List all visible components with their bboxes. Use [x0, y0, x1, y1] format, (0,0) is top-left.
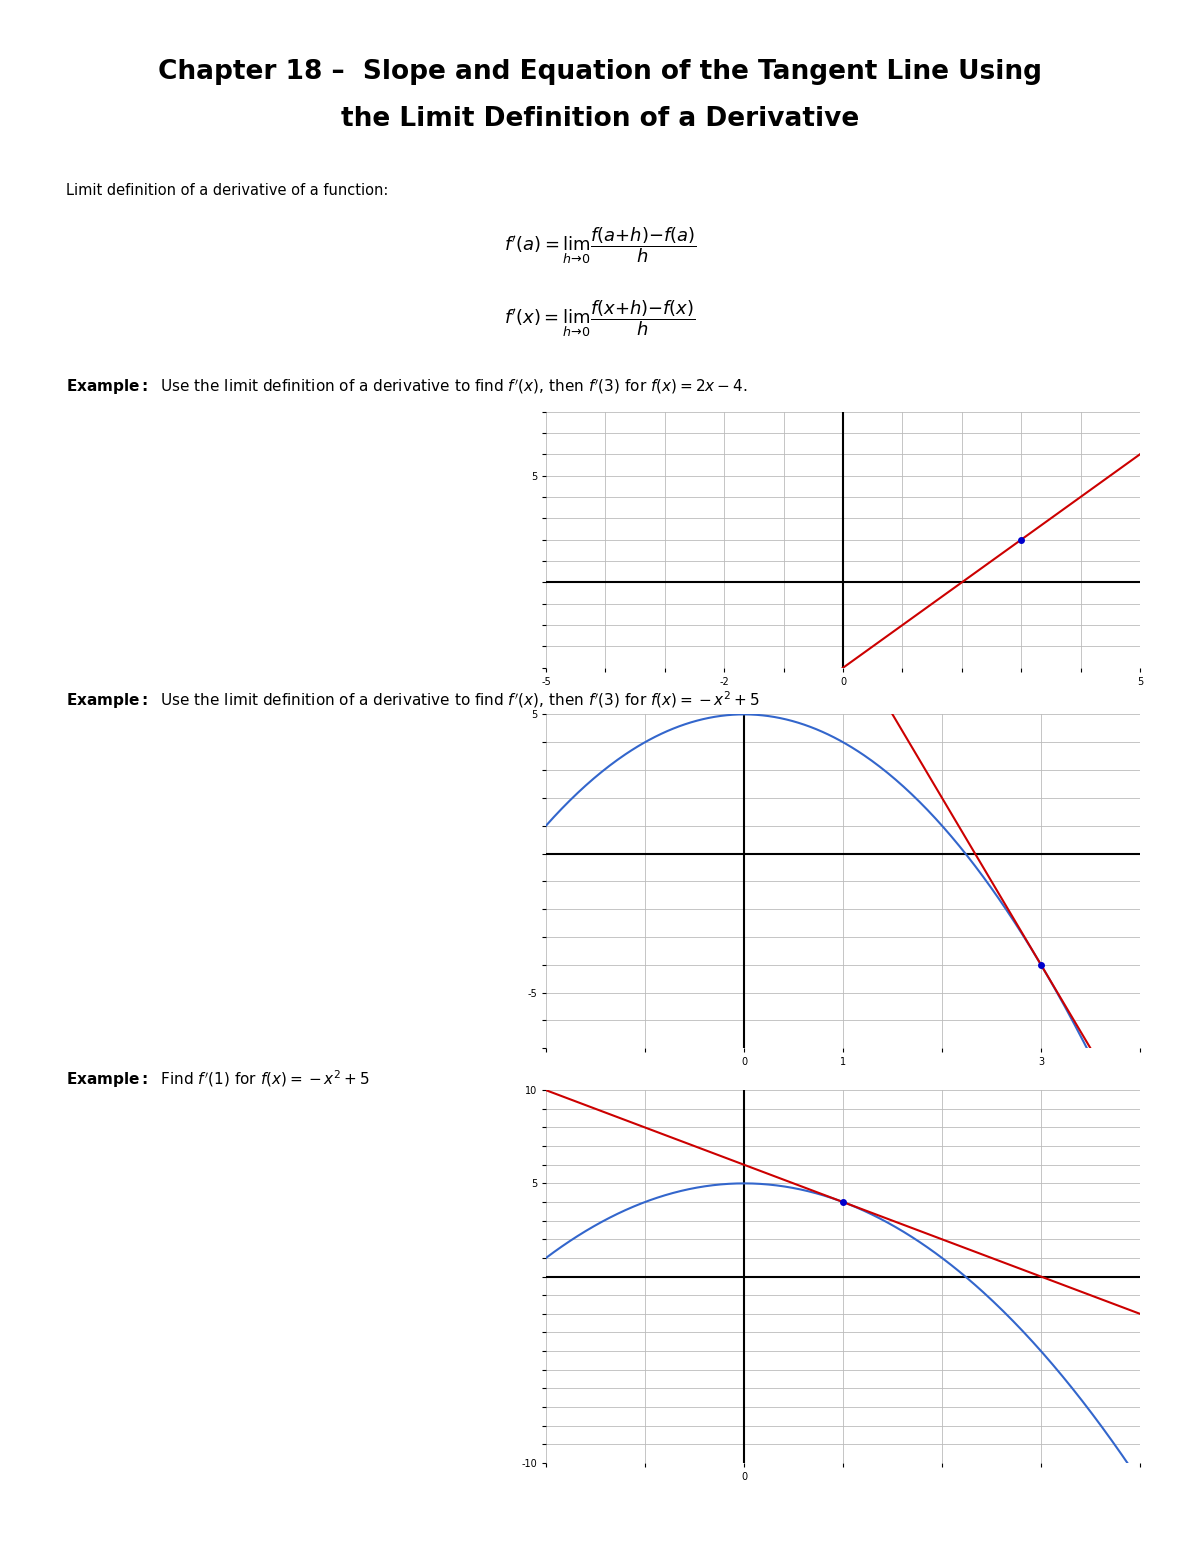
Text: $\bf{Example:}$  Find $f'(1)$ for $f(x) = -x^2 + 5$: $\bf{Example:}$ Find $f'(1)$ for $f(x) =…: [66, 1068, 370, 1090]
Text: $\bf{Example:}$  Use the limit definition of a derivative to find $f'(x)$, then : $\bf{Example:}$ Use the limit definition…: [66, 377, 748, 398]
Text: Limit definition of a derivative of a function:: Limit definition of a derivative of a fu…: [66, 183, 389, 199]
Text: $f'(a) = \lim_{h \to 0} \dfrac{f(a + h) - f(a)}{h}$: $f'(a) = \lim_{h \to 0} \dfrac{f(a + h) …: [504, 225, 696, 266]
Text: $f'(x) = \lim_{h \to 0} \dfrac{f(x + h) - f(x)}{h}$: $f'(x) = \lim_{h \to 0} \dfrac{f(x + h) …: [504, 298, 696, 339]
Text: $\bf{Example:}$  Use the limit definition of a derivative to find $f'(x)$, then : $\bf{Example:}$ Use the limit definition…: [66, 690, 760, 711]
Text: Chapter 18 –  Slope and Equation of the Tangent Line Using: Chapter 18 – Slope and Equation of the T…: [158, 59, 1042, 85]
Text: the Limit Definition of a Derivative: the Limit Definition of a Derivative: [341, 106, 859, 132]
